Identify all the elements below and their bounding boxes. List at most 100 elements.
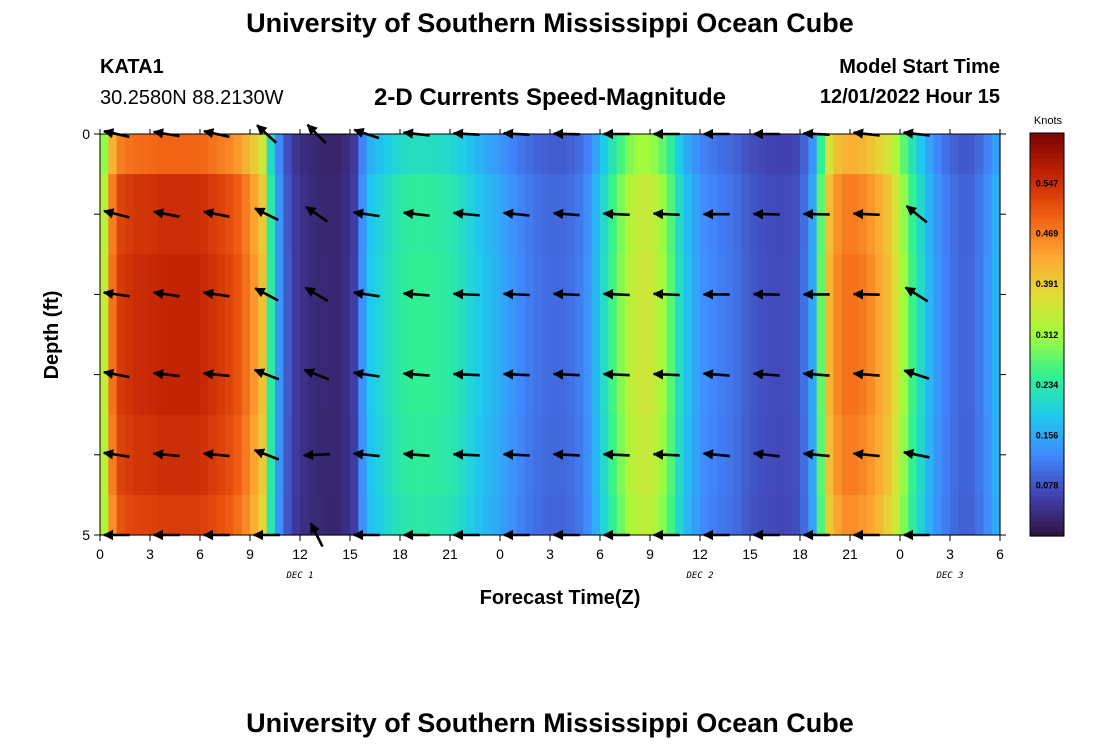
heatmap-cell	[966, 414, 976, 496]
colorbar-tick-label: 0.391	[1036, 279, 1059, 289]
heatmap-cell	[525, 494, 534, 536]
heatmap-cell	[875, 494, 884, 536]
heatmap-cell	[466, 494, 476, 536]
heatmap-cell	[108, 134, 118, 175]
colorbar-segment	[1030, 223, 1064, 230]
heatmap-cell	[716, 494, 726, 536]
heatmap-cell	[375, 494, 384, 536]
heatmap-cell	[233, 174, 243, 255]
heatmap-cell	[583, 254, 593, 336]
colorbar-segment	[1030, 525, 1064, 532]
heatmap-cell	[541, 174, 551, 255]
heatmap-cell	[191, 174, 201, 255]
x-tick-label: 6	[596, 546, 604, 562]
heatmap-cell	[175, 174, 184, 255]
heatmap-cell	[841, 414, 851, 496]
current-vector-arrow	[852, 208, 880, 220]
heatmap-cell	[150, 134, 159, 175]
heatmap-cell	[916, 494, 926, 536]
heatmap-cell	[200, 134, 209, 175]
heatmap-cell	[150, 174, 159, 255]
heatmap-cell	[991, 494, 1001, 536]
heatmap-cell	[125, 254, 134, 336]
heatmap-cell	[558, 494, 568, 536]
current-vector-arrow	[502, 289, 530, 300]
heatmap-cell	[308, 494, 318, 536]
heatmap-cell	[358, 134, 368, 175]
heatmap-cell	[758, 134, 768, 175]
current-vector-arrow	[852, 289, 880, 300]
current-vector-arrow	[652, 208, 680, 220]
heatmap-cell	[858, 494, 868, 536]
colorbar-segment	[1030, 314, 1064, 320]
current-vector-arrow	[202, 369, 230, 380]
y-axis-title: Depth (ft)	[41, 291, 63, 380]
heatmap-cell	[608, 494, 618, 536]
heatmap-cell	[791, 334, 801, 416]
heatmap-cell	[958, 494, 968, 536]
date-label: DEC 3	[935, 571, 963, 581]
heatmap-cell	[175, 494, 184, 536]
current-vector-arrow	[254, 287, 279, 302]
heatmap-cell	[125, 134, 134, 175]
heatmap-cell	[833, 134, 843, 175]
current-vector-arrow	[304, 286, 329, 303]
heatmap-cell	[583, 134, 593, 175]
heatmap-cell	[891, 414, 901, 496]
heatmap-cell	[900, 414, 909, 496]
heatmap-cell	[641, 174, 651, 255]
heatmap-cell	[700, 494, 709, 536]
heatmap-cell	[441, 254, 451, 336]
x-tick-label: 0	[896, 546, 904, 562]
current-vector-arrow	[552, 289, 580, 300]
heatmap-cell	[891, 134, 901, 175]
heatmap-cell	[916, 254, 926, 336]
colorbar-segment	[1030, 248, 1064, 255]
heatmap-cell	[341, 134, 351, 175]
axes: 0 3 6 9 12 15 18 21 0 3 6 9 12 15 18 21 0 3 6 DEC 1 DEC 2 DEC…	[82, 126, 1006, 581]
heatmap-cell	[483, 254, 493, 336]
current-vector-arrow	[602, 369, 630, 380]
colorbar-segment	[1030, 399, 1064, 406]
current-vector-arrow	[202, 208, 230, 219]
heatmap-cell	[550, 134, 559, 175]
heatmap-cell	[316, 494, 326, 536]
heatmap-cell	[241, 334, 251, 416]
heatmap-cell	[400, 174, 409, 255]
heatmap-cell	[158, 494, 168, 536]
heatmap-cell	[108, 494, 118, 536]
heatmap-cell	[283, 414, 293, 496]
heatmap-cell	[983, 134, 993, 175]
colorbar-tick-label: 0.469	[1036, 229, 1059, 239]
heatmap-cell	[533, 174, 543, 255]
heatmap-cell	[933, 174, 943, 255]
colorbar-segment	[1030, 445, 1064, 451]
heatmap-cell	[316, 174, 326, 255]
heatmap-cell	[866, 134, 876, 175]
heatmap-cell	[908, 134, 918, 175]
heatmap-cell	[375, 134, 384, 175]
x-tick-label: 6	[996, 546, 1004, 562]
heatmap-cell	[125, 494, 134, 536]
heatmap-cell	[891, 174, 901, 255]
heatmap-cell	[241, 254, 251, 336]
heatmap-cell	[733, 494, 743, 536]
x-tick-label: 9	[646, 546, 654, 562]
heatmap-cell	[833, 494, 843, 536]
heatmap-cell	[941, 414, 951, 496]
x-tick-label: 21	[842, 546, 858, 562]
current-vector-arrow	[902, 448, 930, 460]
colorbar-segment	[1030, 243, 1064, 250]
heatmap-cell	[841, 334, 851, 416]
heatmap-cell	[408, 134, 418, 175]
heatmap-cell	[383, 254, 393, 336]
heatmap-cell	[608, 134, 618, 175]
heatmap-cell	[441, 494, 451, 536]
x-tick-label: 9	[246, 546, 254, 562]
heatmap-cell	[883, 174, 893, 255]
current-vector-arrow	[305, 205, 329, 223]
heatmap-cell	[916, 134, 926, 175]
heatmap-cell	[925, 494, 934, 536]
heatmap-cell	[266, 334, 276, 416]
heatmap-cell	[733, 174, 743, 255]
